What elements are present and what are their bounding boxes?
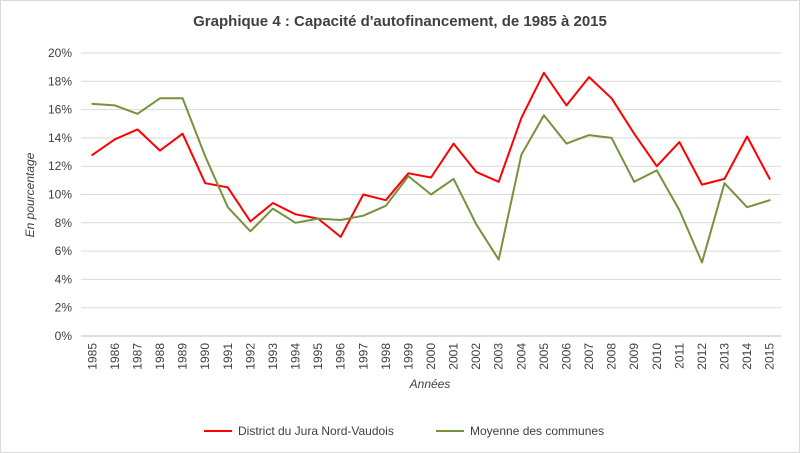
x-tick-label: 2001 — [447, 343, 461, 370]
x-tick-label: 1986 — [108, 343, 122, 370]
x-tick-label: 1994 — [289, 343, 303, 370]
x-tick-label: 2013 — [718, 343, 732, 370]
x-tick-label: 1991 — [221, 343, 235, 370]
x-tick-label: 1993 — [266, 343, 280, 370]
y-axis-title: En pourcentage — [23, 152, 37, 237]
y-tick-label: 18% — [48, 74, 72, 88]
x-tick-label: 2014 — [740, 343, 754, 370]
y-tick-label: 6% — [55, 244, 73, 258]
x-tick-label: 1990 — [198, 343, 212, 370]
x-tick-label: 2010 — [650, 343, 664, 370]
series-line-district — [91, 71, 771, 238]
x-tick-label: 1988 — [153, 343, 167, 370]
x-tick-label: 1995 — [311, 343, 325, 370]
x-tick-label: 2002 — [469, 343, 483, 370]
x-tick-label: 2000 — [424, 343, 438, 370]
x-tick-label: 1996 — [334, 343, 348, 370]
x-tick-labels: 1985 1986 1987 1988 1989 1990 1991 1992 1993 1994… — [85, 343, 776, 370]
y-tick-label: 2% — [55, 301, 73, 315]
x-tick-label: 1987 — [130, 343, 144, 370]
x-tick-label: 2012 — [695, 343, 709, 370]
x-tick-label: 1992 — [243, 343, 257, 370]
x-tick-label: 1989 — [176, 343, 190, 370]
y-tick-labels: 0% 2% 4% 6% 8% 10% 12% 14% 16% 18% 20% — [48, 46, 72, 343]
x-tick-label: 2007 — [582, 343, 596, 370]
x-tick-label: 2004 — [514, 343, 528, 370]
x-tick-label: 2003 — [492, 343, 506, 370]
series-lines — [91, 71, 771, 264]
x-tick-label: 2015 — [763, 343, 777, 370]
series-line-communes — [91, 97, 771, 264]
y-tick-label: 12% — [48, 159, 72, 173]
x-tick-label: 2005 — [537, 343, 551, 370]
y-tick-label: 20% — [48, 46, 72, 60]
x-tick-label: 2006 — [559, 343, 573, 370]
x-axis-title: Années — [409, 377, 451, 391]
y-tick-label: 8% — [55, 216, 73, 230]
x-tick-label: 1985 — [85, 343, 99, 370]
y-tick-label: 0% — [55, 329, 73, 343]
x-tick-label: 1997 — [356, 343, 370, 370]
legend: District du Jura Nord-Vaudois Moyenne de… — [204, 424, 604, 438]
legend-label-district: District du Jura Nord-Vaudois — [238, 424, 394, 438]
chart-title: Graphique 4 : Capacité d'autofinancement… — [193, 13, 607, 30]
legend-label-communes: Moyenne des communes — [470, 424, 604, 438]
y-tick-label: 4% — [55, 272, 73, 286]
x-tick-label: 2009 — [627, 343, 641, 370]
x-tick-label: 2008 — [605, 343, 619, 370]
x-tick-label: 2011 — [672, 343, 686, 369]
x-tick-label: 1998 — [379, 343, 393, 370]
y-tick-label: 14% — [48, 131, 72, 145]
y-tick-label: 10% — [48, 188, 72, 202]
x-tick-label: 1999 — [401, 343, 415, 370]
y-tick-label: 16% — [48, 103, 72, 117]
